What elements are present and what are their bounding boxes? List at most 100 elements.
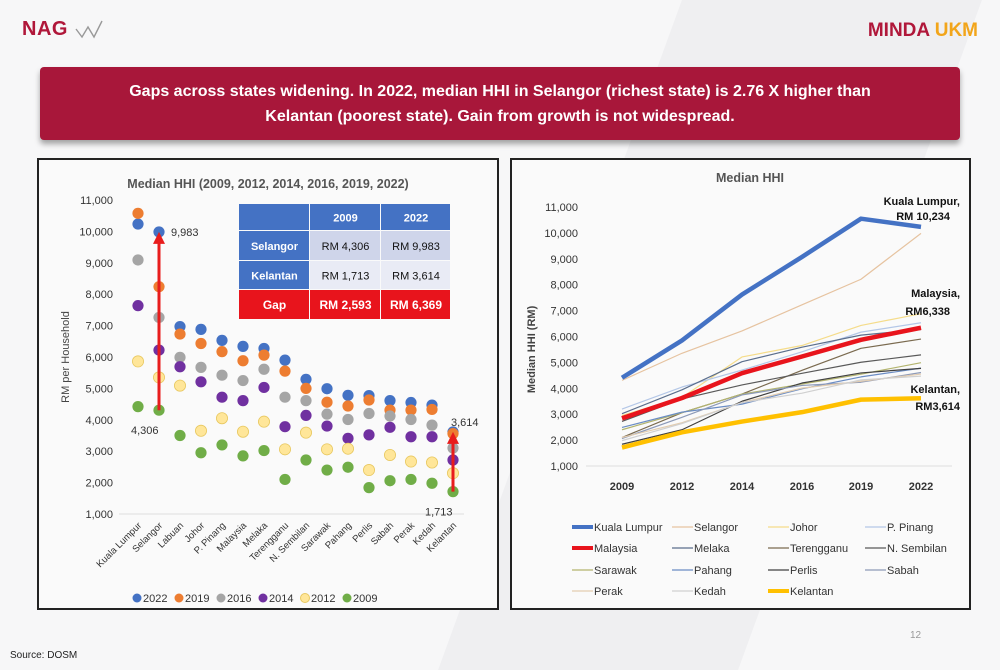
nag-logo-text: NAG	[22, 18, 68, 40]
legend-label: 2014	[269, 593, 293, 605]
y-tick-label: 8,000	[550, 280, 578, 292]
x-tick-label: 2014	[730, 481, 755, 493]
dot-2022-terengganu	[279, 354, 291, 366]
y-tick-label: 5,000	[550, 357, 578, 369]
dot-2016-n-sembilan	[300, 395, 312, 407]
legend-marker	[342, 593, 352, 603]
dot-2022-sabah	[384, 395, 396, 407]
series-label: Malaysia,	[911, 288, 960, 300]
data-label: 9,983	[171, 227, 199, 239]
dot-2014-terengganu	[279, 421, 291, 433]
legend-label: N. Sembilan	[887, 543, 947, 555]
dot-2014-melaka	[258, 381, 270, 394]
arrow-head	[153, 231, 165, 244]
legend-label: 2019	[185, 593, 209, 605]
y-tick-label: 3,000	[85, 446, 113, 458]
page-number: 12	[910, 630, 922, 641]
chart-line-icon	[75, 20, 103, 39]
table-cell: Selangor	[251, 241, 299, 253]
line-pahang	[621, 367, 922, 428]
dot-2019-pahang	[342, 400, 354, 412]
y-tick-label: 7,000	[85, 321, 113, 333]
dot-2012-kuala-lumpur	[132, 355, 145, 368]
table-cell-bg	[381, 261, 450, 289]
dot-2016-kedah	[426, 419, 438, 431]
chart-title: Median HHI	[716, 171, 784, 185]
legend-label: Terengganu	[790, 543, 848, 555]
dot-2012-johor	[194, 424, 207, 437]
legend-label: 2022	[143, 593, 167, 605]
dot-2012-perak	[404, 455, 417, 468]
y-axis-title: RM per Household	[60, 311, 72, 403]
dot-2014-perlis	[363, 429, 375, 441]
y-tick-label: 5,000	[85, 383, 113, 395]
dot-2014-perak	[405, 431, 417, 443]
line-selangor	[621, 232, 922, 381]
y-tick-label: 4,000	[550, 383, 578, 395]
dot-2014-pahang	[342, 432, 354, 444]
dot-2019-p-pinang	[216, 346, 228, 358]
y-tick-label: 2,000	[85, 478, 113, 490]
dot-2009-p-pinang	[216, 439, 228, 451]
table-header: 2009	[333, 213, 357, 225]
scatter-chart: Median HHI (2009, 2012, 2014, 2016, 2019…	[60, 177, 479, 605]
dot-2014-sarawak	[321, 420, 333, 432]
table-cell: RM 9,983	[392, 241, 440, 253]
legend-label: Johor	[790, 522, 818, 534]
legend-label: Kelantan	[790, 586, 833, 598]
dot-2012-terengganu	[278, 443, 291, 456]
y-tick-label: 1,000	[85, 509, 113, 521]
table-cell-bg	[381, 204, 450, 230]
legend-marker	[258, 593, 268, 603]
dot-2016-sarawak	[321, 408, 333, 420]
table-cell: RM 1,713	[322, 271, 370, 283]
legend-label: 2009	[353, 593, 377, 605]
y-tick-label: 3,000	[550, 409, 578, 421]
headline-text: Gaps across states widening. In 2022, me…	[129, 82, 871, 125]
legend-marker	[174, 593, 184, 603]
table-header: 2022	[404, 213, 428, 225]
data-label: 1,713	[425, 507, 453, 519]
line-melaka	[621, 328, 922, 415]
legend-marker	[132, 593, 142, 603]
line-perlis	[621, 367, 922, 445]
dot-2009-perak	[405, 473, 417, 486]
arrow-head	[447, 431, 459, 444]
dot-2022-n-sembilan	[300, 373, 312, 385]
series-label: RM3,614	[915, 401, 961, 413]
legend-label: Pahang	[694, 565, 732, 577]
line-kelantan	[621, 396, 922, 450]
dot-2016-sabah	[384, 410, 396, 422]
line-kedah	[621, 375, 922, 442]
dot-2012-melaka	[257, 415, 270, 428]
minda-ukm-logo: MINDA UKM	[868, 20, 978, 42]
dot-2022-kuala-lumpur	[132, 218, 144, 230]
dot-2019-perlis	[363, 394, 375, 406]
dot-2012-pahang	[341, 442, 354, 455]
dot-2014-malaysia	[237, 395, 249, 407]
dot-2019-terengganu	[279, 365, 291, 377]
dot-2014-johor	[195, 376, 207, 388]
dot-2022-johor	[195, 323, 207, 335]
y-tick-label: 1,000	[550, 461, 578, 473]
dot-2019-kuala-lumpur	[132, 207, 144, 219]
dot-2009-n-sembilan	[300, 454, 312, 466]
series-label: RM 10,234	[896, 211, 951, 223]
dot-2014-p-pinang	[216, 391, 228, 403]
dot-2016-johor	[195, 361, 207, 373]
dot-2012-p-pinang	[215, 412, 228, 425]
y-tick-label: 2,000	[550, 435, 578, 447]
headline-banner: Gaps across states widening. In 2022, me…	[40, 67, 960, 140]
y-tick-label: 10,000	[544, 228, 578, 240]
table-cell-bg	[310, 204, 380, 230]
dot-2016-malaysia	[237, 374, 249, 387]
legend-marker	[216, 593, 226, 603]
legend-label: Malaysia	[594, 543, 638, 555]
y-tick-label: 11,000	[80, 195, 113, 207]
line-chart: Median HHI 1,000 2,000 3,000 4,000 5,000 6,000…	[526, 171, 961, 598]
dot-2014-kedah	[426, 431, 438, 443]
dot-2009-kuala-lumpur	[132, 401, 144, 413]
dot-2016-perlis	[363, 407, 375, 420]
table-cell: RM 3,614	[392, 271, 440, 283]
dot-2014-kuala-lumpur	[132, 300, 144, 312]
